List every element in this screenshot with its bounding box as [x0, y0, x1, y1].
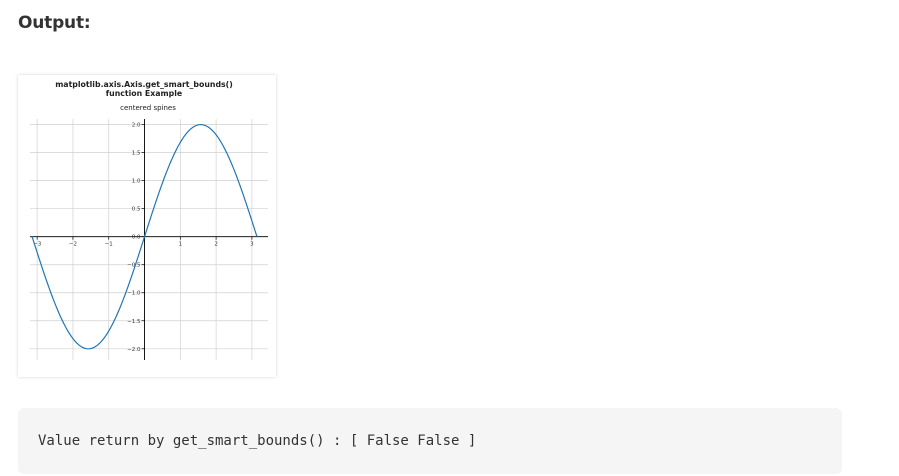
x-tick-label-0: −3 [33, 242, 42, 248]
x-tick-label-5: 2 [214, 242, 218, 248]
grid-layer [30, 119, 268, 360]
chart-svg: matplotlib.axis.Axis.get_smart_bounds() … [30, 80, 268, 360]
y-tick-label-5: 0.5 [132, 207, 141, 213]
x-tick-label-2: −1 [105, 242, 113, 248]
tick-layer: −3 −2 −1 1 2 3 −2.0 −1.5 −1.0 −0.5 0.0 0.5 1.0 1.5 2.0 [33, 123, 254, 353]
output-heading: Output: [18, 13, 91, 33]
y-tick-label-0: −2.0 [127, 347, 141, 353]
y-tick-label-2: −1.0 [127, 291, 141, 297]
y-tick-label-3: −0.5 [127, 263, 141, 269]
y-tick-label-6: 1.0 [132, 179, 141, 185]
x-tick-label-1: −2 [69, 242, 77, 248]
y-tick-label-4: 0.0 [132, 235, 141, 241]
y-tick-label-8: 2.0 [132, 123, 141, 129]
series-line [31, 123, 258, 350]
spine-layer [30, 119, 268, 360]
y-tick-label-7: 1.5 [132, 151, 141, 157]
chart-title-line2: function Example [106, 89, 182, 98]
y-tick-label-1: −1.5 [127, 319, 141, 325]
console-output-box: Value return by get_smart_bounds() : [ F… [18, 408, 842, 474]
chart-title-line1: matplotlib.axis.Axis.get_smart_bounds() [55, 80, 233, 89]
figure-card: matplotlib.axis.Axis.get_smart_bounds() … [18, 75, 276, 377]
chart-subtitle: centered spines [120, 104, 176, 112]
series-layer [31, 123, 258, 350]
console-output-text: Value return by get_smart_bounds() : [ F… [38, 433, 477, 449]
x-tick-label-4: 1 [179, 242, 183, 248]
x-tick-label-6: 3 [250, 242, 254, 248]
